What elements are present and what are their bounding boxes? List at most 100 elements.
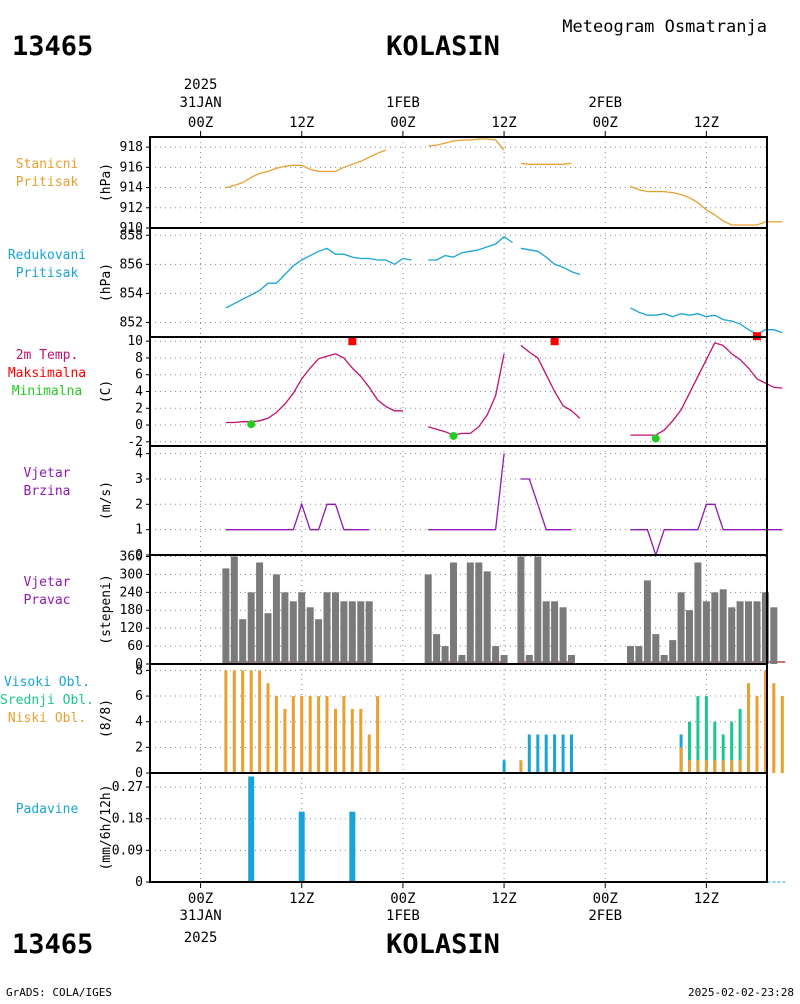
bar-clouds	[553, 734, 557, 773]
bar-clouds	[561, 734, 565, 773]
bar-clouds	[342, 696, 346, 773]
y-tick-label: 0.18	[112, 812, 143, 827]
bar-winddir	[702, 601, 710, 664]
y-tick-label: 916	[120, 160, 143, 175]
y-tick-label: 914	[120, 181, 144, 196]
panel-precip: 0 0.09 0.18 0.27(mm/6h/12h) Padavine	[16, 772, 786, 890]
bar-winddir	[433, 634, 441, 664]
y-tick-label: 4	[135, 385, 143, 400]
footer-timestamp: 2025-02-02-23:28	[688, 986, 794, 999]
y-tick-label: 910	[120, 221, 143, 236]
bar-clouds	[232, 670, 236, 773]
bar-clouds	[688, 721, 691, 773]
y-tick-label: 858	[120, 228, 143, 243]
series-line-stpres	[630, 185, 783, 226]
hour-label-bottom: 12Z	[694, 891, 719, 907]
grid-stpres	[150, 137, 767, 229]
grid-precip	[150, 773, 767, 883]
bar-clouds	[249, 670, 253, 773]
grid-temp	[150, 337, 767, 446]
hour-label-top: 12Z	[694, 115, 719, 131]
bar-clouds	[258, 670, 262, 773]
bar-winddir	[272, 574, 280, 664]
bar-winddir	[450, 562, 457, 664]
hour-label-top: 12Z	[491, 115, 516, 131]
bar-clouds	[367, 734, 371, 773]
chart-layer: 910912914916918(hPa)StanicniPritisak8528…	[0, 77, 786, 946]
y-tick-label: 120	[120, 621, 143, 636]
bar-clouds	[317, 696, 321, 773]
y-tick-label: 0.27	[112, 780, 143, 795]
bar-clouds	[544, 734, 548, 773]
y-axis-label: (hPa)	[99, 163, 114, 202]
hour-label-bottom: 00Z	[188, 891, 213, 907]
bar-winddir	[660, 655, 668, 664]
y-axis-label: (8/8)	[99, 699, 114, 738]
bar-clouds	[350, 708, 354, 773]
bar-clouds	[755, 696, 759, 773]
series-line-stpres	[225, 149, 387, 189]
max-temp-marker	[348, 337, 357, 346]
series-line-temp	[428, 353, 505, 436]
series-line-windspd	[520, 478, 572, 531]
y-tick-label: 0	[135, 875, 143, 890]
bar-winddir	[247, 592, 255, 664]
bar-winddir	[559, 607, 567, 664]
bar-clouds	[738, 760, 742, 773]
footer-credit: GrADS: COLA/IGES	[6, 986, 112, 999]
date-label-top: 2FEB	[588, 95, 622, 111]
bar-clouds	[241, 670, 245, 773]
y-tick-label: 60	[127, 639, 143, 654]
panel-label-line: Vjetar	[24, 466, 71, 481]
bar-winddir	[483, 571, 491, 664]
bar-winddir	[500, 655, 508, 664]
year-label-top: 2025	[184, 77, 218, 93]
bar-winddir	[770, 607, 778, 664]
bar-winddir	[323, 592, 331, 664]
bar-clouds	[527, 734, 531, 773]
year-label-bottom: 2025	[184, 930, 218, 946]
bar-clouds	[780, 696, 784, 773]
bar-clouds	[730, 721, 734, 773]
y-tick-label: 0.09	[112, 843, 143, 858]
bar-winddir	[542, 601, 550, 664]
series-line-stpres	[428, 138, 505, 151]
bar-winddir	[222, 568, 230, 664]
y-tick-label: 852	[120, 315, 143, 330]
min-temp-marker	[651, 434, 660, 443]
bar-winddir	[677, 592, 685, 664]
hour-label-bottom: 00Z	[593, 891, 618, 907]
hour-label-top: 00Z	[593, 115, 618, 131]
bar-clouds	[704, 696, 708, 773]
panel-label-line: Pritisak	[16, 175, 79, 190]
bar-clouds	[772, 683, 776, 773]
bar-clouds	[721, 734, 725, 773]
y-tick-label: 0	[135, 548, 143, 563]
y-tick-label: 2	[135, 401, 143, 416]
bar-clouds	[274, 696, 278, 773]
bar-precip	[349, 811, 356, 882]
bar-winddir	[315, 619, 323, 664]
bar-winddir	[492, 646, 500, 664]
y-tick-label: 8	[135, 663, 143, 678]
y-axis-label: (stepeni)	[99, 574, 114, 644]
y-tick-label: 4	[135, 715, 143, 730]
min-temp-marker	[449, 431, 458, 440]
bar-winddir	[264, 613, 272, 664]
y-tick-label: 6	[135, 368, 143, 383]
panel-redpres: 852 854 856 858 (hPa) Redukovani Pritisak	[8, 227, 783, 338]
series-line-windspd	[428, 453, 505, 531]
y-tick-label: 360	[120, 549, 143, 564]
bar-winddir	[332, 592, 339, 664]
bar-winddir	[348, 601, 356, 664]
bar-clouds	[536, 734, 540, 773]
panel-label-line: Pravac	[24, 593, 71, 608]
y-tick-label: -2	[127, 435, 143, 450]
hour-label-top: 00Z	[188, 115, 213, 131]
hour-label-top: 12Z	[289, 115, 314, 131]
hour-label-top: 00Z	[390, 115, 415, 131]
series-line-stpres	[520, 162, 572, 165]
bar-clouds	[704, 760, 708, 773]
panel-label-line: Stanicni	[16, 157, 79, 172]
